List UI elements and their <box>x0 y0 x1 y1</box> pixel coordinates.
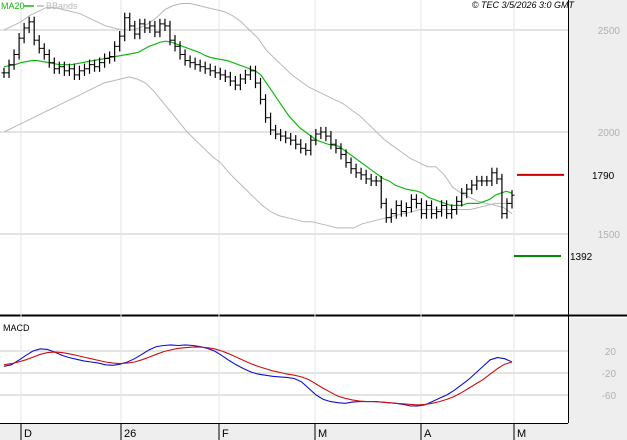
date-axis-panel <box>0 423 627 440</box>
price-axis-panel <box>568 0 627 314</box>
ma20-line <box>3 40 513 206</box>
ma20-series <box>3 40 513 206</box>
resistance-label: 1790 <box>592 171 615 182</box>
bband-lower <box>3 76 512 229</box>
macd-panel <box>0 318 568 423</box>
price-tick-label: 2500 <box>598 26 621 37</box>
price-panel <box>0 0 568 314</box>
bollinger-bands <box>3 3 513 229</box>
macd-title: MACD <box>3 323 30 333</box>
price-levels: 1790 1392 <box>514 171 615 263</box>
date-tick-label: D <box>24 428 32 440</box>
macd-axis-panel <box>568 318 627 423</box>
price-bars <box>1 12 515 223</box>
copyright-timestamp: © TEC 3/5/2026 3:0 GMT <box>472 0 576 10</box>
macd-tick-label: -20 <box>602 369 617 380</box>
date-tick-label: M <box>517 428 526 440</box>
macd-tick-label: 20 <box>605 347 617 358</box>
date-tick-label: 26 <box>124 428 136 440</box>
price-tick-label: 2000 <box>598 128 621 139</box>
signal-series <box>3 346 513 406</box>
bbands-legend-label: BBands <box>46 1 78 11</box>
date-tick-label: M <box>318 428 327 440</box>
macd-lines <box>3 344 513 407</box>
ma20-legend-label: MA20 <box>1 1 25 11</box>
date-tick-label: A <box>424 428 432 440</box>
date-tick-label: F <box>222 428 229 440</box>
axis-ticks: 2500 2000 1500 20 -20 -60 D 26 F M A M <box>20 26 621 440</box>
price-tick-label: 1500 <box>598 230 621 241</box>
bband-upper <box>3 3 513 215</box>
support-label: 1392 <box>570 252 593 263</box>
macd-tick-label: -60 <box>602 391 617 402</box>
